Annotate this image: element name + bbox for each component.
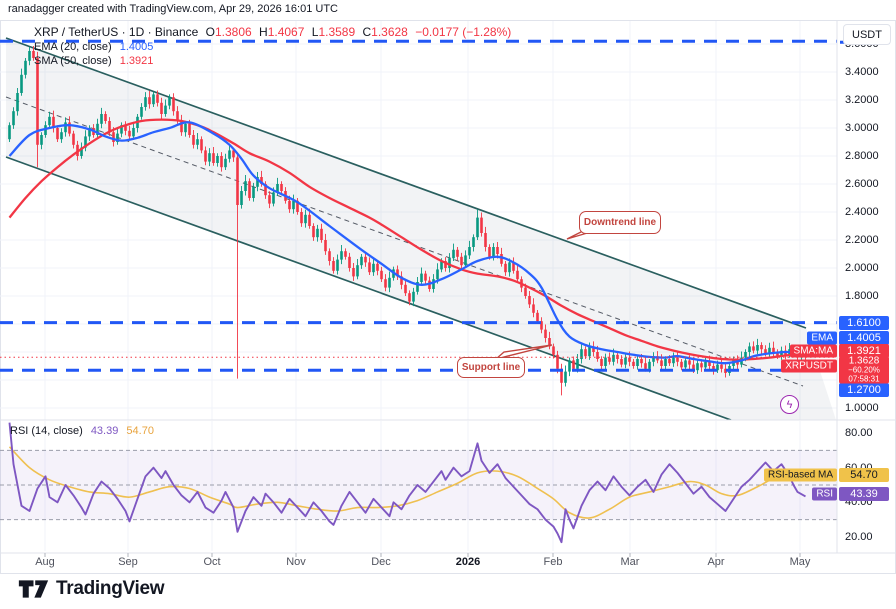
- time-axis-label: Feb: [543, 556, 563, 568]
- tradingview-logo[interactable]: TradingView: [18, 578, 165, 600]
- downtrend-line: [5, 37, 807, 329]
- rsi-ma-axis-chip: RSI-based MA: [763, 468, 837, 482]
- ema-label: EMA (20, close): [34, 41, 112, 53]
- price-tick-label: 3.0000: [845, 122, 879, 134]
- symbol-legend[interactable]: XRP / TetherUS · 1D · Binance O1.3806 H1…: [34, 25, 511, 39]
- price-tick-label: 3.2000: [845, 94, 879, 106]
- price-tick-label: 1.0000: [845, 402, 879, 414]
- price-tick-label: 2.2000: [845, 234, 879, 246]
- last-price: 1.3628: [848, 355, 880, 367]
- support-line: [5, 156, 732, 420]
- close-value: 1.3628: [371, 25, 408, 39]
- support-callout-tail: [495, 344, 553, 360]
- change-value: −0.0177 (−1.28%): [415, 25, 512, 39]
- time-axis-label: 2026: [455, 556, 481, 568]
- rsi-ma-value: 54.70: [126, 425, 154, 437]
- low-value: 1.3589: [318, 25, 356, 39]
- time-axis-label: Mar: [620, 556, 640, 568]
- rsi-tick-label: 20.00: [845, 531, 873, 543]
- time-axis-label: May: [789, 556, 811, 568]
- sma-legend[interactable]: SMA (50, close) 1.3921: [34, 55, 153, 67]
- rsi-label: RSI (14, close): [10, 425, 83, 437]
- rsi-ma-line: [8, 446, 806, 519]
- low-label: L: [311, 25, 319, 39]
- ema-legend[interactable]: EMA (20, close) 1.4005: [34, 41, 153, 53]
- high-value: 1.4067: [267, 25, 305, 39]
- attribution-text: ranadagger created with TradingView.com,…: [8, 3, 338, 15]
- time-axis-label: Oct: [203, 556, 221, 568]
- rsi-axis-chip: RSI: [812, 487, 837, 501]
- time-axis-label: Aug: [35, 556, 55, 568]
- rsi-value-badge: 43.39: [839, 487, 889, 501]
- price-tick-label: 2.6000: [845, 178, 879, 190]
- time-axis-label: Nov: [286, 556, 306, 568]
- last-change-pct: −60.20%: [848, 365, 880, 375]
- bar-countdown: 07:58:31: [848, 374, 880, 384]
- rsi-line: [8, 422, 806, 544]
- time-axis-label: Dec: [371, 556, 391, 568]
- close-label: C: [362, 25, 372, 39]
- sma-price-badge: 1.3921: [839, 344, 889, 358]
- time-axis-label: Apr: [707, 556, 725, 568]
- sma-value: 1.3921: [119, 55, 154, 67]
- tradingview-logo-mark: [18, 580, 49, 598]
- ema-value: 1.4005: [119, 41, 154, 53]
- price-tick-label: 2.4000: [845, 206, 879, 218]
- time-axis-label: Sep: [118, 556, 138, 568]
- resistance-price-badge: 1.6100: [839, 316, 889, 330]
- rsi-pane[interactable]: [0, 420, 837, 551]
- rsi-tick-label: 80.00: [845, 427, 873, 439]
- open-value: 1.3806: [214, 25, 252, 39]
- rsi-value: 43.39: [90, 425, 119, 437]
- currency-unit-button[interactable]: USDT: [843, 24, 891, 45]
- price-tick-label: 3.4000: [845, 66, 879, 78]
- symbol-title: XRP / TetherUS · 1D · Binance: [34, 25, 199, 39]
- sma-axis-chip: SMA:MA: [789, 344, 837, 358]
- ema-price-badge: 1.4005: [839, 331, 889, 345]
- downtrend-line-callout[interactable]: Downtrend line: [579, 211, 661, 234]
- symbol-axis-chip: XRPUSDT: [781, 359, 837, 373]
- rsi-ma-value-badge: 54.70: [839, 468, 889, 482]
- high-label: H: [259, 25, 268, 39]
- main-pane[interactable]: [0, 21, 837, 420]
- price-tick-label: 2.0000: [845, 262, 879, 274]
- channel-midline: [5, 96, 804, 387]
- support-line-callout[interactable]: Support line: [457, 357, 525, 378]
- ema-axis-chip: EMA: [807, 331, 837, 345]
- last-price-badge: 1.3628 −60.20% 07:58:31: [839, 355, 889, 384]
- price-tick-label: 2.8000: [845, 150, 879, 162]
- rsi-legend[interactable]: RSI (14, close) 43.39 54.70: [10, 425, 154, 437]
- price-tick-label: 1.8000: [845, 290, 879, 302]
- lightning-bolt-icon[interactable]: ϟ: [780, 395, 799, 414]
- sma50-line: [8, 118, 806, 361]
- open-label: O: [205, 25, 215, 39]
- tradingview-logo-text: TradingView: [56, 578, 165, 599]
- sma-label: SMA (50, close): [34, 55, 112, 67]
- support-price-badge: 1.2700: [839, 383, 889, 397]
